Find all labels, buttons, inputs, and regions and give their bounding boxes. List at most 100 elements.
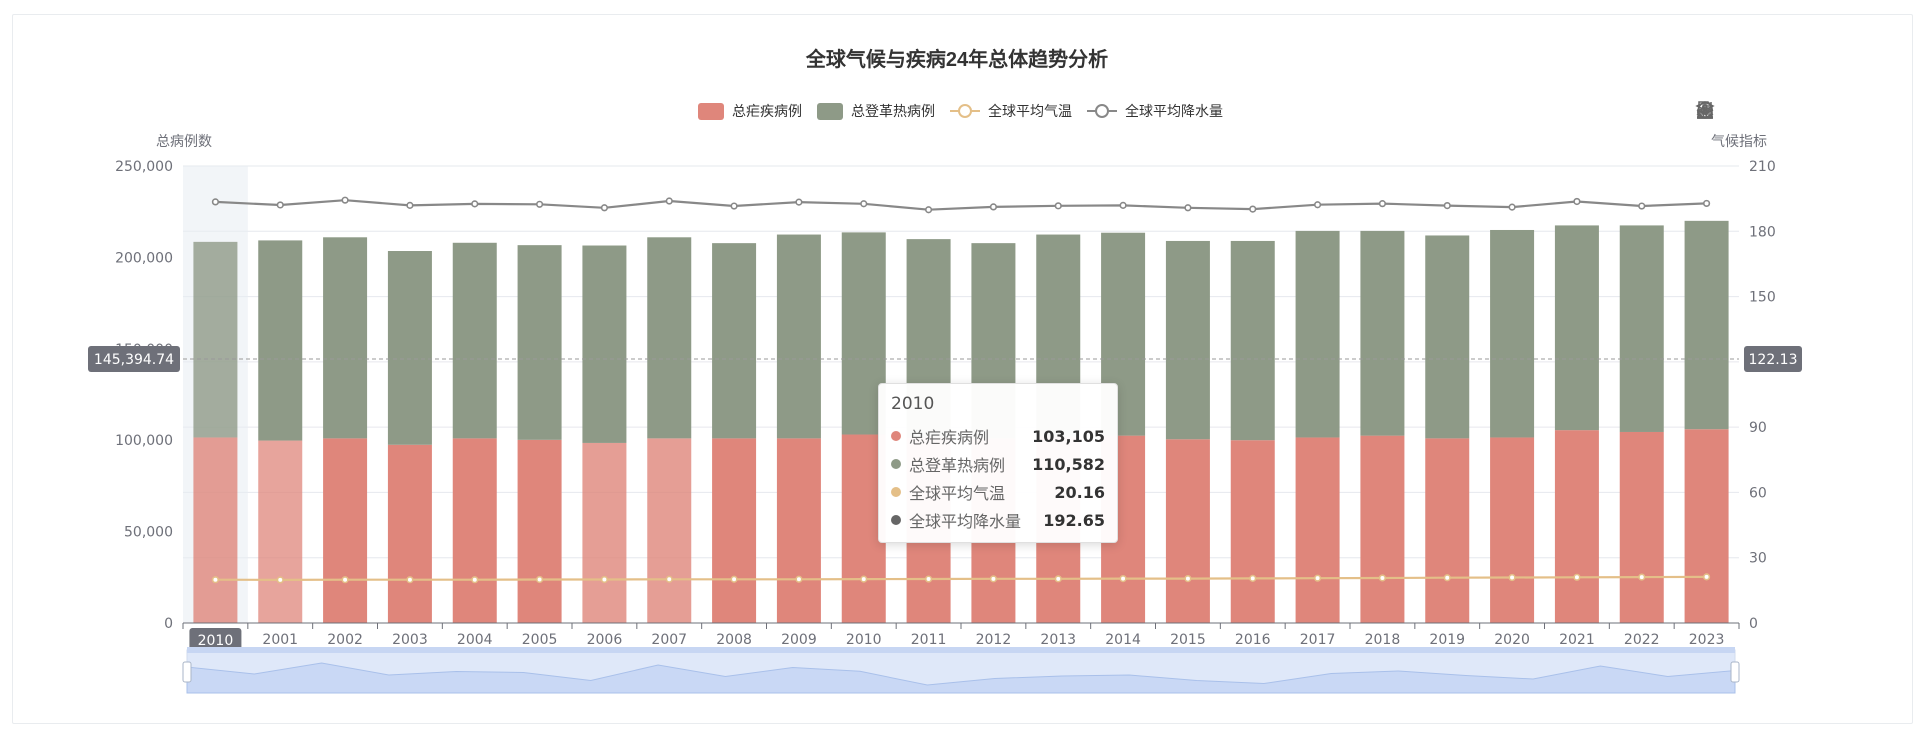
precipitation-point[interactable] (1119, 201, 1127, 209)
precipitation-point[interactable] (665, 197, 673, 205)
bar-dengue[interactable] (323, 237, 368, 439)
bar-dengue[interactable] (387, 251, 432, 445)
bar-dengue[interactable] (1425, 235, 1470, 439)
temperature-point[interactable] (341, 576, 349, 584)
precipitation-point[interactable] (1573, 197, 1581, 206)
precipitation-point[interactable] (406, 201, 414, 209)
temperature-point[interactable] (535, 575, 544, 584)
precipitation-point[interactable] (1443, 202, 1451, 210)
bar-dengue[interactable] (582, 245, 627, 443)
bar-malaria[interactable] (776, 438, 821, 623)
bar-malaria[interactable] (1230, 440, 1275, 623)
bar-malaria[interactable] (517, 439, 562, 623)
line-chart-icon[interactable] (1697, 100, 1813, 122)
temperature-point[interactable] (1054, 575, 1062, 583)
precipitation-point[interactable] (1508, 203, 1516, 211)
bar-dengue[interactable] (1230, 240, 1275, 441)
bar-malaria[interactable] (387, 444, 432, 623)
datazoom-top-bar[interactable] (187, 647, 1735, 653)
bar-dengue[interactable] (193, 241, 238, 438)
bar-dengue[interactable] (1684, 220, 1729, 430)
bar-malaria[interactable] (1360, 435, 1405, 623)
temperature-point[interactable] (860, 575, 868, 583)
precipitation-point[interactable] (989, 203, 998, 211)
precipitation-point[interactable] (1313, 201, 1322, 209)
datazoom-handle-right[interactable] (1730, 661, 1740, 683)
bar-malaria[interactable] (193, 437, 238, 623)
temperature-point[interactable] (1249, 574, 1257, 582)
bar-chart-icon[interactable] (1697, 100, 1845, 122)
temperature-point[interactable] (1702, 573, 1711, 581)
temperature-point[interactable] (924, 575, 933, 583)
bar-malaria[interactable] (712, 438, 757, 623)
precipitation-point[interactable] (211, 198, 220, 206)
precipitation-point[interactable] (600, 204, 609, 212)
bar-dengue[interactable] (712, 243, 757, 439)
precipitation-point[interactable] (341, 196, 349, 204)
temperature-point[interactable] (1508, 573, 1516, 582)
restore-icon[interactable] (1697, 100, 1781, 122)
bar-malaria[interactable] (1490, 437, 1535, 623)
precipitation-point[interactable] (730, 202, 738, 210)
bar-dengue[interactable] (1490, 229, 1535, 438)
bar-dengue[interactable] (517, 245, 562, 440)
temperature-point[interactable] (730, 575, 738, 583)
bar-dengue[interactable] (1360, 230, 1405, 436)
temperature-point[interactable] (276, 576, 284, 584)
bar-malaria[interactable] (1619, 431, 1664, 623)
bar-malaria[interactable] (1425, 438, 1470, 623)
temperature-point[interactable] (1443, 574, 1451, 582)
bar-dengue[interactable] (776, 234, 821, 439)
bar-malaria[interactable] (452, 438, 497, 623)
bar-malaria[interactable] (323, 438, 368, 623)
precipitation-point[interactable] (471, 200, 479, 208)
bar-dengue[interactable] (647, 237, 692, 439)
temperature-point[interactable] (1638, 573, 1646, 581)
x-tick-label: 2022 (1624, 632, 1660, 648)
precipitation-point[interactable] (1638, 202, 1646, 210)
temperature-point[interactable] (406, 576, 414, 584)
precipitation-point[interactable] (860, 200, 868, 208)
temperature-point[interactable] (1573, 573, 1581, 581)
bar-malaria[interactable] (1554, 430, 1599, 623)
legend-item-dengue[interactable]: 总登革热病例 (817, 103, 935, 120)
precipitation-point[interactable] (924, 206, 933, 214)
precipitation-point[interactable] (1054, 202, 1062, 210)
precipitation-point[interactable] (1702, 199, 1711, 208)
datazoom-slider[interactable] (182, 647, 1740, 694)
bar-dengue[interactable] (1295, 230, 1340, 438)
datazoom-handle-left[interactable] (182, 661, 192, 683)
temperature-point[interactable] (600, 575, 609, 584)
precipitation-point[interactable] (1184, 204, 1192, 212)
bar-malaria[interactable] (1295, 437, 1340, 623)
legend-item-precipitation[interactable]: 全球平均降水量 (1087, 103, 1223, 120)
bar-dengue[interactable] (258, 240, 303, 441)
temperature-point[interactable] (989, 575, 998, 583)
temperature-point[interactable] (665, 575, 673, 583)
bar-dengue[interactable] (1619, 225, 1664, 432)
bar-malaria[interactable] (1684, 429, 1729, 623)
legend-item-malaria[interactable]: 总疟疾病例 (698, 103, 802, 120)
precipitation-point[interactable] (276, 201, 284, 209)
temperature-point[interactable] (1184, 575, 1192, 583)
temperature-point[interactable] (471, 576, 479, 584)
precipitation-point[interactable] (795, 198, 803, 206)
temperature-point[interactable] (1313, 574, 1322, 582)
data-view-icon[interactable] (1698, 100, 1749, 122)
precipitation-point[interactable] (1378, 200, 1387, 208)
legend-item-temperature[interactable]: 全球平均气温 (950, 103, 1072, 120)
temperature-point[interactable] (795, 575, 803, 583)
precipitation-point[interactable] (1249, 205, 1257, 213)
bar-dengue[interactable] (1554, 225, 1599, 431)
precipitation-point[interactable] (535, 200, 544, 208)
bar-dengue[interactable] (452, 242, 497, 439)
bar-malaria[interactable] (582, 442, 627, 623)
bar-malaria[interactable] (647, 438, 692, 623)
stack-icon[interactable] (1695, 100, 1877, 122)
bar-malaria[interactable] (1165, 439, 1210, 623)
bar-malaria[interactable] (258, 440, 303, 623)
bar-dengue[interactable] (1165, 240, 1210, 440)
temperature-point[interactable] (1119, 575, 1127, 583)
temperature-point[interactable] (1378, 574, 1387, 582)
temperature-point[interactable] (211, 576, 220, 584)
